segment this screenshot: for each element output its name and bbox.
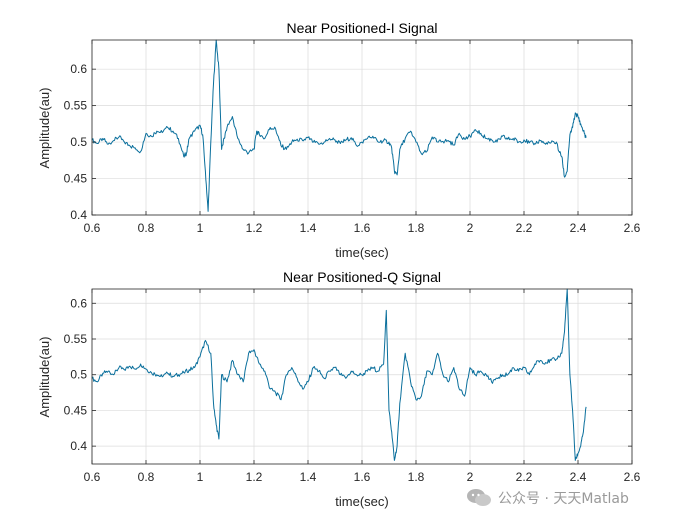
- signal-line: [91, 39, 587, 212]
- wechat-icon: [466, 488, 492, 508]
- y-axis-label: Amplitude(au): [37, 337, 52, 418]
- chart-title: Near Positioned-Q Signal: [283, 269, 441, 285]
- x-tick-label: 1.4: [300, 221, 317, 235]
- y-tick-label: 0.5: [70, 135, 87, 149]
- x-tick-label: 2: [467, 221, 474, 235]
- x-tick-label: 1: [197, 221, 204, 235]
- x-tick-label: 2: [467, 470, 474, 484]
- y-axis-label: Amplitude(au): [37, 88, 52, 169]
- x-tick-label: 1.8: [408, 470, 425, 484]
- x-tick-label: 0.6: [84, 221, 101, 235]
- ticks: 0.6 0.8 1 1.2 1.4 1.6 1.8 2 2.2 2.4 2.6 0.4 0.45 0.5 0…: [64, 40, 641, 235]
- ticks: 0.6 0.8 1 1.2 1.4 1.6 1.8 2 2.2 2.4 2.6 0.4 0.45 0.5 0…: [64, 289, 641, 484]
- x-tick-label: 1.6: [354, 470, 371, 484]
- y-tick-label: 0.5: [70, 368, 87, 382]
- x-tick-label: 1.6: [354, 221, 371, 235]
- x-tick-label: 2.4: [570, 221, 587, 235]
- x-tick-label: 0.8: [138, 470, 155, 484]
- chart-title: Near Positioned-I Signal: [287, 20, 438, 36]
- x-tick-label: 1.4: [300, 470, 317, 484]
- x-tick-label: 0.6: [84, 470, 101, 484]
- x-axis-label: time(sec): [335, 494, 388, 509]
- x-tick-label: 2.6: [624, 221, 641, 235]
- watermark: 公众号 · 天天Matlab: [466, 486, 696, 510]
- x-tick-label: 1: [197, 470, 204, 484]
- y-tick-label: 0.6: [70, 296, 87, 310]
- x-tick-label: 2.4: [570, 470, 587, 484]
- trace: [91, 39, 587, 212]
- subplot-q-signal: Near Positioned-Q Signal 0.6 0.8 1 1.2 1.4 1.…: [37, 269, 641, 509]
- x-tick-label: 2.2: [516, 470, 533, 484]
- x-tick-label: 1.2: [246, 470, 263, 484]
- x-axis-label: time(sec): [335, 245, 388, 260]
- y-tick-label: 0.4: [70, 208, 87, 222]
- signal-line: [91, 288, 587, 461]
- watermark-text: 公众号 · 天天Matlab: [498, 491, 629, 507]
- y-tick-label: 0.45: [64, 172, 88, 186]
- y-tick-label: 0.4: [70, 439, 87, 453]
- x-tick-label: 0.8: [138, 221, 155, 235]
- y-tick-label: 0.55: [64, 99, 88, 113]
- x-tick-label: 1.8: [408, 221, 425, 235]
- x-tick-label: 1.2: [246, 221, 263, 235]
- y-tick-label: 0.45: [64, 403, 88, 417]
- trace: [91, 288, 587, 461]
- subplot-i-signal: Near Positioned-I Signal 0.6 0.8 1 1.2 1.4 1.…: [37, 20, 641, 260]
- y-tick-label: 0.55: [64, 332, 88, 346]
- x-tick-label: 2.6: [624, 470, 641, 484]
- x-tick-label: 2.2: [516, 221, 533, 235]
- y-tick-label: 0.6: [70, 62, 87, 76]
